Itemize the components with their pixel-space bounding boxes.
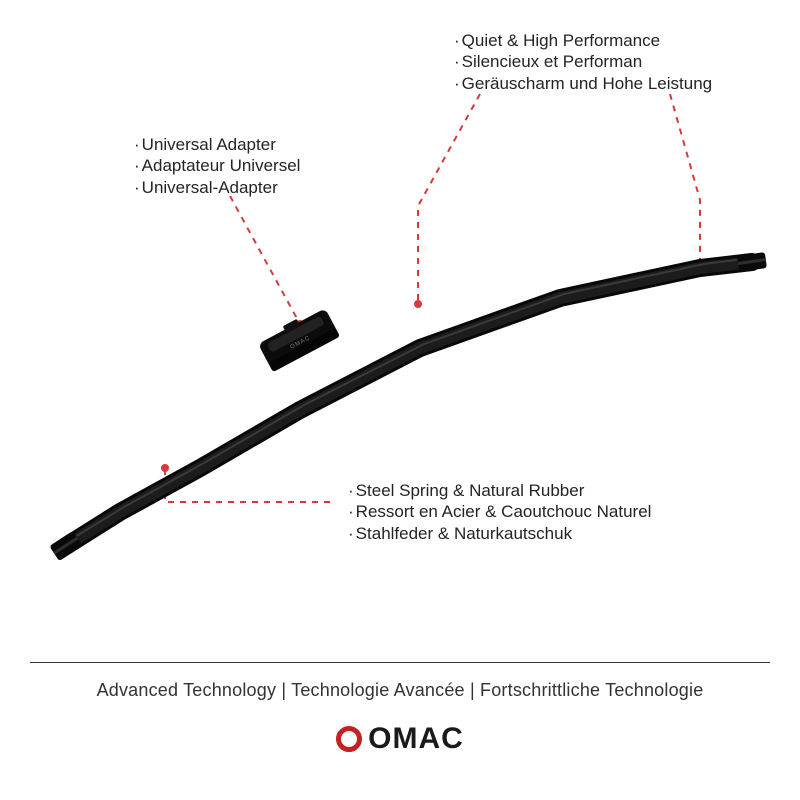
callout-line: Universal-Adapter xyxy=(134,177,300,198)
callout-line: Silencieux et Performan xyxy=(454,51,712,72)
callout-line: Ressort en Acier & Caoutchouc Naturel xyxy=(348,501,651,522)
tagline-sep: | xyxy=(470,680,480,700)
tagline: Advanced Technology | Technologie Avancé… xyxy=(0,680,800,701)
callout-line: Stahlfeder & Naturkautschuk xyxy=(348,523,651,544)
callout-line: Quiet & High Performance xyxy=(454,30,712,51)
divider-line xyxy=(30,662,770,663)
adapter-brand-label: OMAC xyxy=(289,335,311,351)
callout-adapter: Universal Adapter Adaptateur Universel U… xyxy=(134,134,300,198)
tagline-part: Fortschrittliche Technologie xyxy=(480,680,703,700)
tagline-sep: | xyxy=(281,680,291,700)
callout-line: Steel Spring & Natural Rubber xyxy=(348,480,651,501)
callout-performance: Quiet & High Performance Silencieux et P… xyxy=(454,30,712,94)
tagline-part: Technologie Avancée xyxy=(291,680,465,700)
tagline-part: Advanced Technology xyxy=(97,680,277,700)
callout-line: Geräuscharm und Hohe Leistung xyxy=(454,73,712,94)
logo-ring-icon xyxy=(336,726,362,752)
logo-text: OMAC xyxy=(368,722,464,756)
callout-line: Universal Adapter xyxy=(134,134,300,155)
callout-material: Steel Spring & Natural Rubber Ressort en… xyxy=(348,480,651,544)
callout-line: Adaptateur Universel xyxy=(134,155,300,176)
brand-logo: OMAC xyxy=(0,722,800,757)
